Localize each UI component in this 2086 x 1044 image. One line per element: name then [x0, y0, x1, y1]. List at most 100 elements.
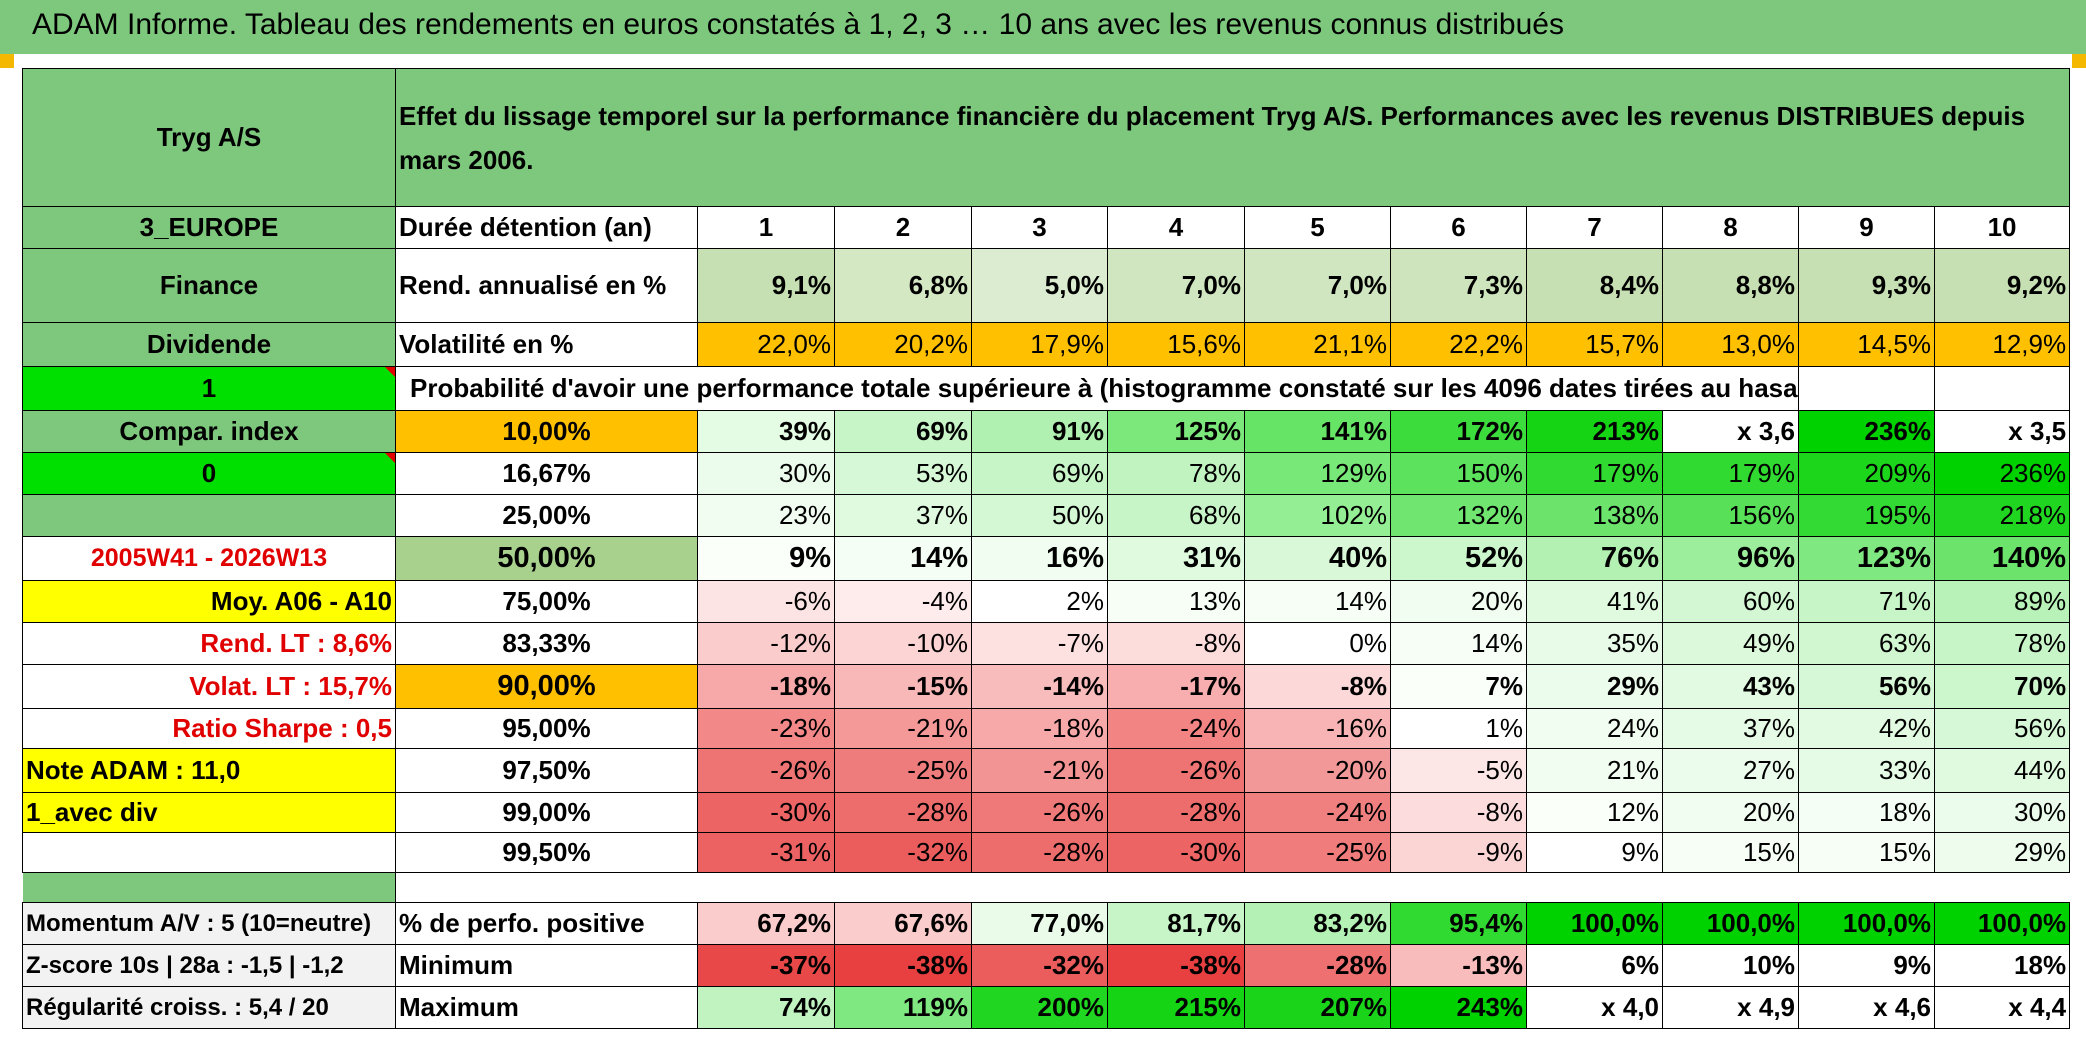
prob-row-median: 2005W41 - 2026W13 50,00% 9% 14% 16% 31% … [22, 536, 2071, 581]
prob-cell: -15% [834, 664, 972, 709]
prob-cell: 179% [1662, 452, 1799, 495]
prob-cell: 18% [1798, 792, 1935, 833]
company-name: Tryg A/S [22, 68, 396, 207]
max-row: Régularité croiss. : 5,4 / 20 Maximum 74… [22, 986, 2071, 1029]
prob-cell: 63% [1798, 622, 1935, 665]
prob-cell: -7% [971, 622, 1108, 665]
year-cell: 1 [697, 206, 835, 249]
vol-label: Volatilité en % [395, 322, 698, 367]
sharpe-label: Ratio Sharpe : 0,5 [22, 708, 396, 749]
performance-sheet: Tryg A/S Effet du lissage temporel sur l… [22, 68, 2071, 1029]
prob-cell: 7% [1390, 664, 1527, 709]
min-cell: 9% [1798, 944, 1935, 987]
sector-label: Finance [22, 248, 396, 323]
max-label: Maximum [395, 986, 698, 1029]
prob-cell: 218% [1933, 494, 2071, 537]
prob-cell: -23% [697, 708, 835, 749]
prob-threshold: 83,33% [395, 622, 698, 665]
prob-threshold: 99,00% [395, 792, 698, 833]
type-label: Dividende [22, 322, 396, 367]
min-label: Minimum [395, 944, 698, 987]
prob-cell: 78% [1107, 452, 1245, 495]
prob-cell: 49% [1662, 622, 1799, 665]
rend-cell: 7,3% [1390, 248, 1527, 323]
zero-indicator[interactable]: 0 [22, 452, 396, 495]
prob-threshold: 10,00% [395, 410, 698, 453]
rend-cell: 6,8% [834, 248, 972, 323]
prob-cell: -6% [697, 580, 835, 623]
prob-cell: 15% [1798, 832, 1935, 873]
prob-cell: 69% [834, 410, 972, 453]
one-indicator[interactable]: 1 [22, 366, 396, 411]
prob-cell: 209% [1798, 452, 1935, 495]
volat-lt-label: Volat. LT : 15,7% [22, 664, 396, 709]
empty-cell [1798, 366, 1935, 411]
prob-cell: -26% [971, 792, 1108, 833]
max-cell: x 4,0 [1526, 986, 1663, 1029]
prob-cell: 172% [1390, 410, 1527, 453]
prob-cell: 44% [1933, 748, 2071, 793]
pos-cell: 81,7% [1107, 902, 1245, 945]
vol-cell: 13,0% [1662, 322, 1799, 367]
pos-cell: 100,0% [1933, 902, 2071, 945]
prob-row: 25,00% 23% 37% 50% 68% 102% 132% 138% 15… [22, 494, 2071, 537]
years-row: 3_EUROPE Durée détention (an) 1 2 3 4 5 … [22, 206, 2071, 249]
prob-cell: x 3,5 [1933, 410, 2071, 453]
prob-cell: 138% [1526, 494, 1663, 537]
year-cell: 8 [1662, 206, 1799, 249]
prob-cell: 39% [697, 410, 835, 453]
prob-row: 1_avec div 99,00% -30% -28% -26% -28% -2… [22, 792, 2071, 833]
table-description: Effet du lissage temporel sur la perform… [394, 68, 2071, 207]
prob-cell: 33% [1798, 748, 1935, 793]
prob-cell: 78% [1933, 622, 2071, 665]
pos-cell: 100,0% [1526, 902, 1663, 945]
rend-cell: 9,2% [1933, 248, 2071, 323]
year-cell: 10 [1933, 206, 2071, 249]
prob-cell: -30% [697, 792, 835, 833]
min-cell: -37% [697, 944, 835, 987]
vol-cell: 21,1% [1244, 322, 1391, 367]
prob-cell: 21% [1526, 748, 1663, 793]
prob-cell: -20% [1244, 748, 1391, 793]
vol-row: Dividende Volatilité en % 22,0% 20,2% 17… [22, 322, 2071, 367]
prob-threshold: 50,00% [395, 536, 698, 581]
rend-label: Rend. annualisé en % [395, 248, 698, 323]
pos-row: Momentum A/V : 5 (10=neutre) % de perfo.… [22, 902, 2071, 945]
prob-cell: 31% [1107, 536, 1245, 581]
prob-cell: 13% [1107, 580, 1245, 623]
max-cell: 215% [1107, 986, 1245, 1029]
region-label: 3_EUROPE [22, 206, 396, 249]
prob-row: Ratio Sharpe : 0,5 95,00% -23% -21% -18%… [22, 708, 2071, 749]
prob-cell: -24% [1244, 792, 1391, 833]
max-cell: 200% [971, 986, 1108, 1029]
prob-cell: 30% [697, 452, 835, 495]
vol-cell: 12,9% [1933, 322, 2071, 367]
prob-cell: 71% [1798, 580, 1935, 623]
prob-cell: 91% [971, 410, 1108, 453]
moy-label: Moy. A06 - A10 [22, 580, 396, 623]
prob-cell: -10% [834, 622, 972, 665]
max-cell: x 4,9 [1662, 986, 1799, 1029]
min-row: Z-score 10s | 28a : -1,5 | -1,2 Minimum … [22, 944, 2071, 987]
rend-lt-label: Rend. LT : 8,6% [22, 622, 396, 665]
prob-threshold: 25,00% [395, 494, 698, 537]
vol-cell: 17,9% [971, 322, 1108, 367]
pos-cell: 67,2% [697, 902, 835, 945]
prob-cell: 141% [1244, 410, 1391, 453]
prob-cell: 23% [697, 494, 835, 537]
year-cell: 2 [834, 206, 972, 249]
min-cell: -38% [1107, 944, 1245, 987]
prob-cell: -5% [1390, 748, 1527, 793]
prob-cell: 41% [1526, 580, 1663, 623]
prob-cell: -25% [1244, 832, 1391, 873]
prob-cell: 20% [1662, 792, 1799, 833]
prob-cell: -21% [971, 748, 1108, 793]
prob-cell: -8% [1244, 664, 1391, 709]
prob-cell: -30% [1107, 832, 1245, 873]
rend-row: Finance Rend. annualisé en % 9,1% 6,8% 5… [22, 248, 2071, 323]
prob-cell: 9% [697, 536, 835, 581]
corner-marker-right [2072, 54, 2086, 68]
spacer-blank [396, 873, 2070, 903]
page-title: ADAM Informe. Tableau des rendements en … [32, 8, 1564, 41]
vol-cell: 14,5% [1798, 322, 1935, 367]
